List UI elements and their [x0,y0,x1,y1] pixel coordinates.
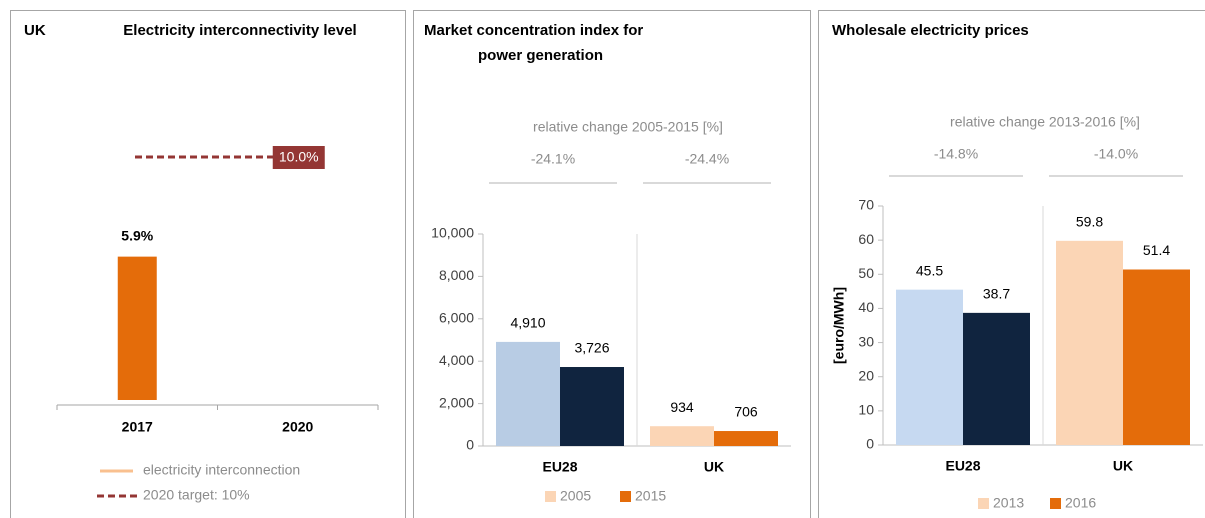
y-tick-label: 2,000 [439,394,474,410]
panel [10,10,406,518]
x-tick-label: 2020 [282,419,313,435]
value-label: 38.7 [983,286,1010,302]
y-tick-label: 10 [858,402,874,418]
y-tick-label: 20 [858,367,874,383]
x-tick-label: UK [1113,458,1133,474]
value-label: 934 [670,399,694,415]
country-label: UK [24,22,46,39]
bar [896,289,963,445]
y-tick-label: 50 [858,265,874,281]
change-label: -24.1% [531,151,575,167]
y-tick-label: 30 [858,333,874,349]
bar [714,431,778,446]
change-label: -24.4% [685,151,729,167]
panel [413,10,811,518]
subtitle: relative change 2013-2016 [%] [950,114,1140,130]
value-label: 45.5 [916,262,943,278]
y-tick-label: 60 [858,231,874,247]
change-label: -14.8% [934,146,978,162]
legend-label: 2020 target: 10% [143,487,250,503]
y-axis-label: [euro/MWh] [831,287,847,364]
legend-swatch [545,491,556,502]
bar [560,367,624,446]
legend-swatch [978,498,989,509]
chart-title: power generation [478,47,603,64]
value-label: 5.9% [121,227,153,243]
value-label: 51.4 [1143,242,1170,258]
x-tick-label: EU28 [542,459,577,475]
change-label: -14.0% [1094,146,1138,162]
legend-swatch [1050,498,1061,509]
value-label: 706 [734,404,758,420]
bar [1056,240,1123,445]
legend-label: 2015 [635,488,666,504]
y-tick-label: 70 [858,197,874,213]
legend-label: 2016 [1065,495,1096,511]
legend-label: electricity interconnection [143,462,300,478]
y-tick-label: 8,000 [439,267,474,283]
y-tick-label: 6,000 [439,310,474,326]
target-box [272,146,325,169]
chart-title: Electricity interconnectivity level [123,22,356,39]
value-label: 4,910 [510,315,545,331]
bar [1123,269,1190,445]
y-tick-label: 0 [466,437,474,453]
legend-label: 2013 [993,495,1024,511]
bar [963,312,1030,445]
legend-label: 2005 [560,488,591,504]
bar [650,426,714,446]
chart-title: Wholesale electricity prices [832,22,1029,39]
y-tick-label: 40 [858,299,874,315]
subtitle: relative change 2005-2015 [%] [533,119,723,135]
x-tick-label: EU28 [945,458,980,474]
legend-swatch [620,491,631,502]
x-tick-label: 2017 [122,419,153,435]
y-tick-label: 10,000 [431,225,474,241]
bar [496,341,560,446]
bar [117,256,157,400]
x-tick-label: UK [704,459,724,475]
y-tick-label: 0 [866,436,874,452]
value-label: 59.8 [1076,214,1103,230]
target-label: 10.0% [279,149,319,165]
value-label: 3,726 [574,340,609,356]
chart-title: Market concentration index for [424,22,643,39]
panel [818,10,1205,518]
y-tick-label: 4,000 [439,352,474,368]
